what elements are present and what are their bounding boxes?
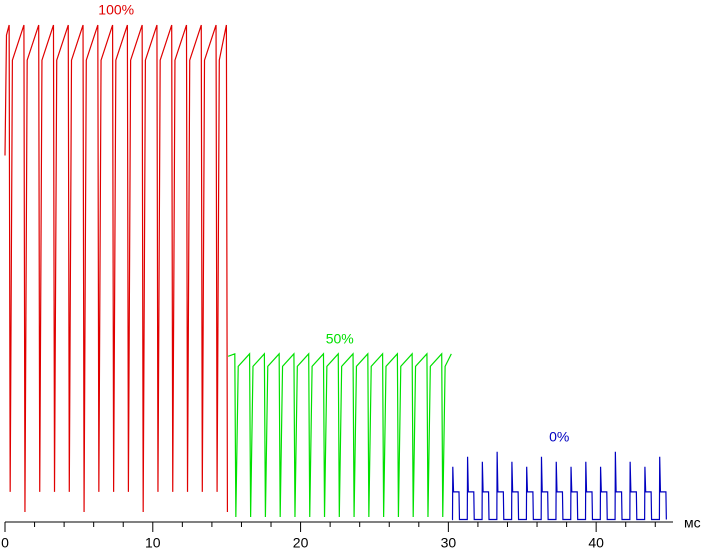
x-tick-label: 0 (1, 535, 9, 551)
series-label: 100% (98, 2, 134, 18)
series-label: 0% (549, 428, 569, 444)
x-tick-label: 40 (588, 535, 604, 551)
waveform (451, 451, 667, 521)
x-tick-label: 10 (145, 535, 161, 551)
waveform (4, 24, 229, 512)
x-tick-label: 30 (441, 535, 457, 551)
series-label: 50% (326, 331, 354, 347)
x-tick-label: 20 (293, 535, 309, 551)
waveform (227, 352, 452, 517)
x-axis-label: мс (684, 515, 701, 531)
